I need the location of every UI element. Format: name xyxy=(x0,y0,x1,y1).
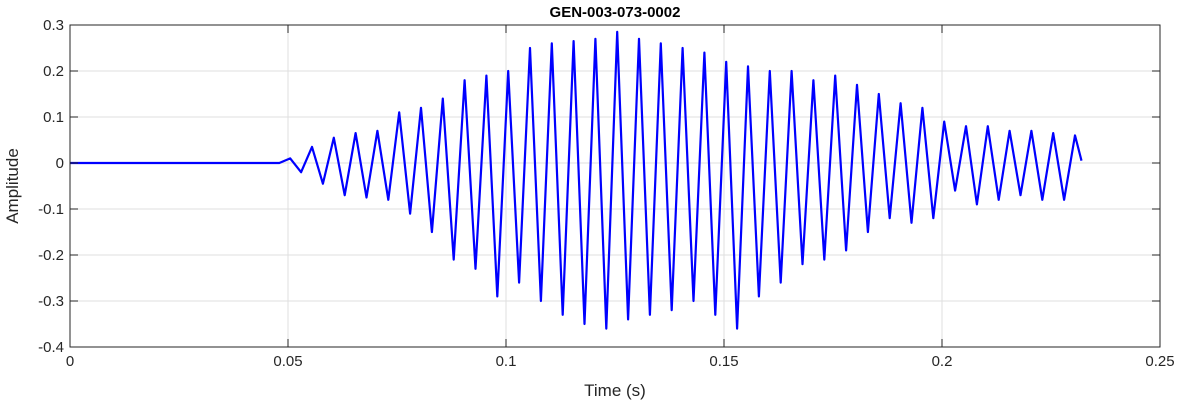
y-axis-label: Amplitude xyxy=(3,148,22,224)
x-tick-label: 0.15 xyxy=(709,353,738,370)
y-tick-label: 0.1 xyxy=(43,109,64,126)
x-tick-label: 0 xyxy=(66,353,74,370)
x-tick-label: 0.1 xyxy=(496,353,517,370)
plot-frame xyxy=(69,24,1161,348)
axis-ticks xyxy=(69,24,1161,348)
y-tick-label: -0.2 xyxy=(38,247,64,264)
y-tick-label: -0.1 xyxy=(38,201,64,218)
y-tick-label: 0 xyxy=(56,155,64,172)
chart-title: GEN-003-073-0002 xyxy=(550,4,681,21)
amplitude-series-line xyxy=(70,30,1083,330)
y-tick-label: 0.2 xyxy=(43,63,64,80)
x-tick-label: 0.25 xyxy=(1145,353,1174,370)
x-tick-label: 0.2 xyxy=(932,353,953,370)
y-tick-label: -0.3 xyxy=(38,293,64,310)
x-axis-label: Time (s) xyxy=(584,381,646,400)
y-tick-label: 0.3 xyxy=(43,17,64,34)
tick-labels: 0 0.05 0.1 0.15 0.2 0.25 -0.4 -0.3 -0.2 -0.1 0 0.1 0… xyxy=(38,17,1174,370)
y-tick-label: -0.4 xyxy=(38,339,64,356)
x-tick-label: 0.05 xyxy=(273,353,302,370)
plot-series xyxy=(70,30,1083,330)
